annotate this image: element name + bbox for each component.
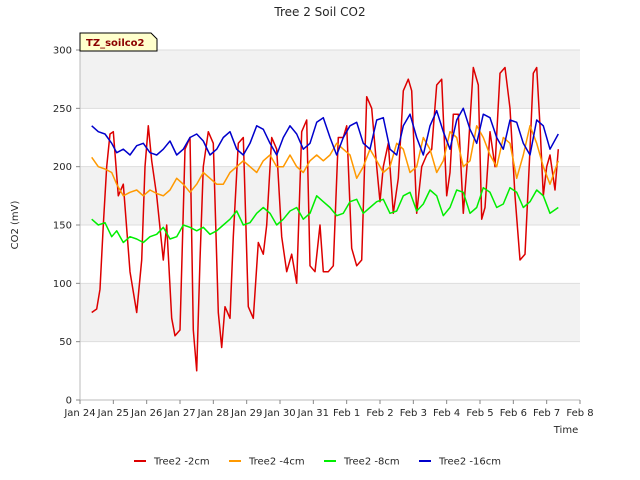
y-tick-label: 300 [53,46,72,57]
chart-title: Tree 2 Soil CO2 [273,5,365,19]
plot-band [80,166,580,225]
x-tick-label: Jan 31 [297,408,329,419]
x-tick-label: Jan 27 [163,408,195,419]
x-ticks: Jan 24 Jan 25 Jan 26 Jan 27 Jan 28 Jan 29 Jan … [63,400,594,419]
x-tick-label: Jan 30 [263,408,295,419]
series-line-4 [91,107,559,156]
x-tick-label: Jan 26 [130,408,162,419]
series-line-2 [91,125,560,197]
y-tick-label: 150 [53,221,72,232]
x-tick-label: Jan 29 [230,408,262,419]
series-line-1 [91,66,560,372]
y-tick-label: 250 [53,104,72,115]
legend-label: Tree2 -2cm [153,457,210,468]
legend: Tree2 -2cm Tree2 -4cm Tree2 -8cm Tree2 -16c… [134,457,501,468]
y-tick-label: 50 [59,337,72,348]
y-ticks: 0 50 100 150 200 250 300 [53,46,80,407]
x-tick-label: Jan 28 [197,408,229,419]
plot-band [80,283,580,342]
tag-label: TZ_soilco2 [86,38,145,49]
plot-band [80,50,580,109]
tag-box-shape [79,32,158,52]
series-line-3 [91,186,559,244]
x-tick-label: Feb 8 [566,408,593,419]
x-tick-label: Feb 1 [333,408,360,419]
series-layer [91,66,560,372]
tag-box: TZ_soilco2 [79,32,158,52]
legend-label: Tree2 -8cm [343,457,400,468]
y-tick-label: 0 [66,396,72,407]
x-tick-label: Feb 7 [533,408,560,419]
legend-label: Tree2 -16cm [438,457,501,468]
x-tick-label: Jan 24 [63,408,95,419]
x-tick-label: Feb 5 [466,408,493,419]
y-axis-label: CO2 (mV) [10,201,21,250]
x-tick-label: Feb 4 [433,408,460,419]
x-axis-label: Time [553,425,578,436]
y-tick-label: 100 [53,279,72,290]
x-tick-label: Feb 3 [400,408,427,419]
x-tick-label: Feb 6 [500,408,527,419]
y-tick-label: 200 [53,162,72,173]
legend-label: Tree2 -4cm [248,457,305,468]
x-tick-label: Feb 2 [366,408,393,419]
x-tick-label: Jan 25 [97,408,129,419]
